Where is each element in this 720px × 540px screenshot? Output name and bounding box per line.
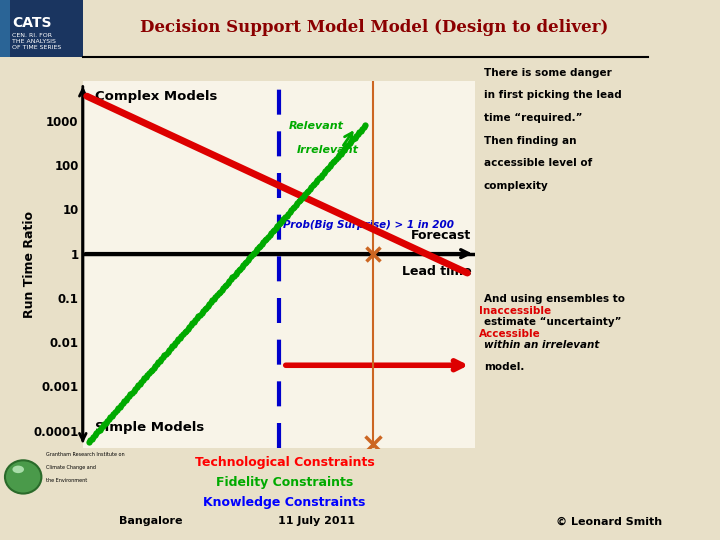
Text: estimate “uncertainty”: estimate “uncertainty” xyxy=(484,317,621,327)
Text: Relevant: Relevant xyxy=(289,121,344,131)
Text: CATS: CATS xyxy=(12,16,52,30)
Text: accessible level of: accessible level of xyxy=(484,158,592,168)
Text: CEN. RI. FOR
THE ANALYSIS
OF TIME SERIES: CEN. RI. FOR THE ANALYSIS OF TIME SERIES xyxy=(12,33,62,50)
Text: model.: model. xyxy=(484,362,524,373)
Text: complexity: complexity xyxy=(484,181,549,191)
Text: Technological Constraints: Technological Constraints xyxy=(194,456,374,469)
Text: Lead time: Lead time xyxy=(402,265,472,278)
Text: And using ensembles to: And using ensembles to xyxy=(484,294,625,305)
Ellipse shape xyxy=(12,465,24,473)
Text: Knowledge Constraints: Knowledge Constraints xyxy=(203,496,366,509)
Text: Irrelevant: Irrelevant xyxy=(297,145,359,156)
Text: Inaccessible: Inaccessible xyxy=(479,306,551,316)
Text: There is some danger: There is some danger xyxy=(484,68,611,78)
Text: Simple Models: Simple Models xyxy=(94,421,204,434)
Text: Forecast: Forecast xyxy=(411,230,472,242)
Text: Fidelity Constraints: Fidelity Constraints xyxy=(216,476,353,489)
Text: in first picking the lead: in first picking the lead xyxy=(484,90,621,100)
Circle shape xyxy=(5,460,42,494)
Text: time “required.”: time “required.” xyxy=(484,113,582,123)
Text: Bangalore: Bangalore xyxy=(120,516,183,526)
Text: Decision Support Model Model (Design to deliver): Decision Support Model Model (Design to … xyxy=(140,19,609,36)
Text: Accessible: Accessible xyxy=(479,329,541,340)
Text: Then finding an: Then finding an xyxy=(484,136,576,146)
Text: within an irrelevant: within an irrelevant xyxy=(484,340,599,350)
Bar xyxy=(0,0,10,57)
Text: Prob(Big Surprise) > 1 in 200: Prob(Big Surprise) > 1 in 200 xyxy=(283,220,454,229)
Text: the Environment: the Environment xyxy=(45,478,87,483)
Y-axis label: Run Time Ratio: Run Time Ratio xyxy=(23,211,36,318)
Text: © Leonard Smith: © Leonard Smith xyxy=(557,516,662,526)
Text: 11 July 2011: 11 July 2011 xyxy=(279,516,355,526)
Text: Complex Models: Complex Models xyxy=(94,90,217,103)
Text: Grantham Research Institute on: Grantham Research Institute on xyxy=(45,452,124,457)
Text: Climate Change and: Climate Change and xyxy=(45,465,96,470)
